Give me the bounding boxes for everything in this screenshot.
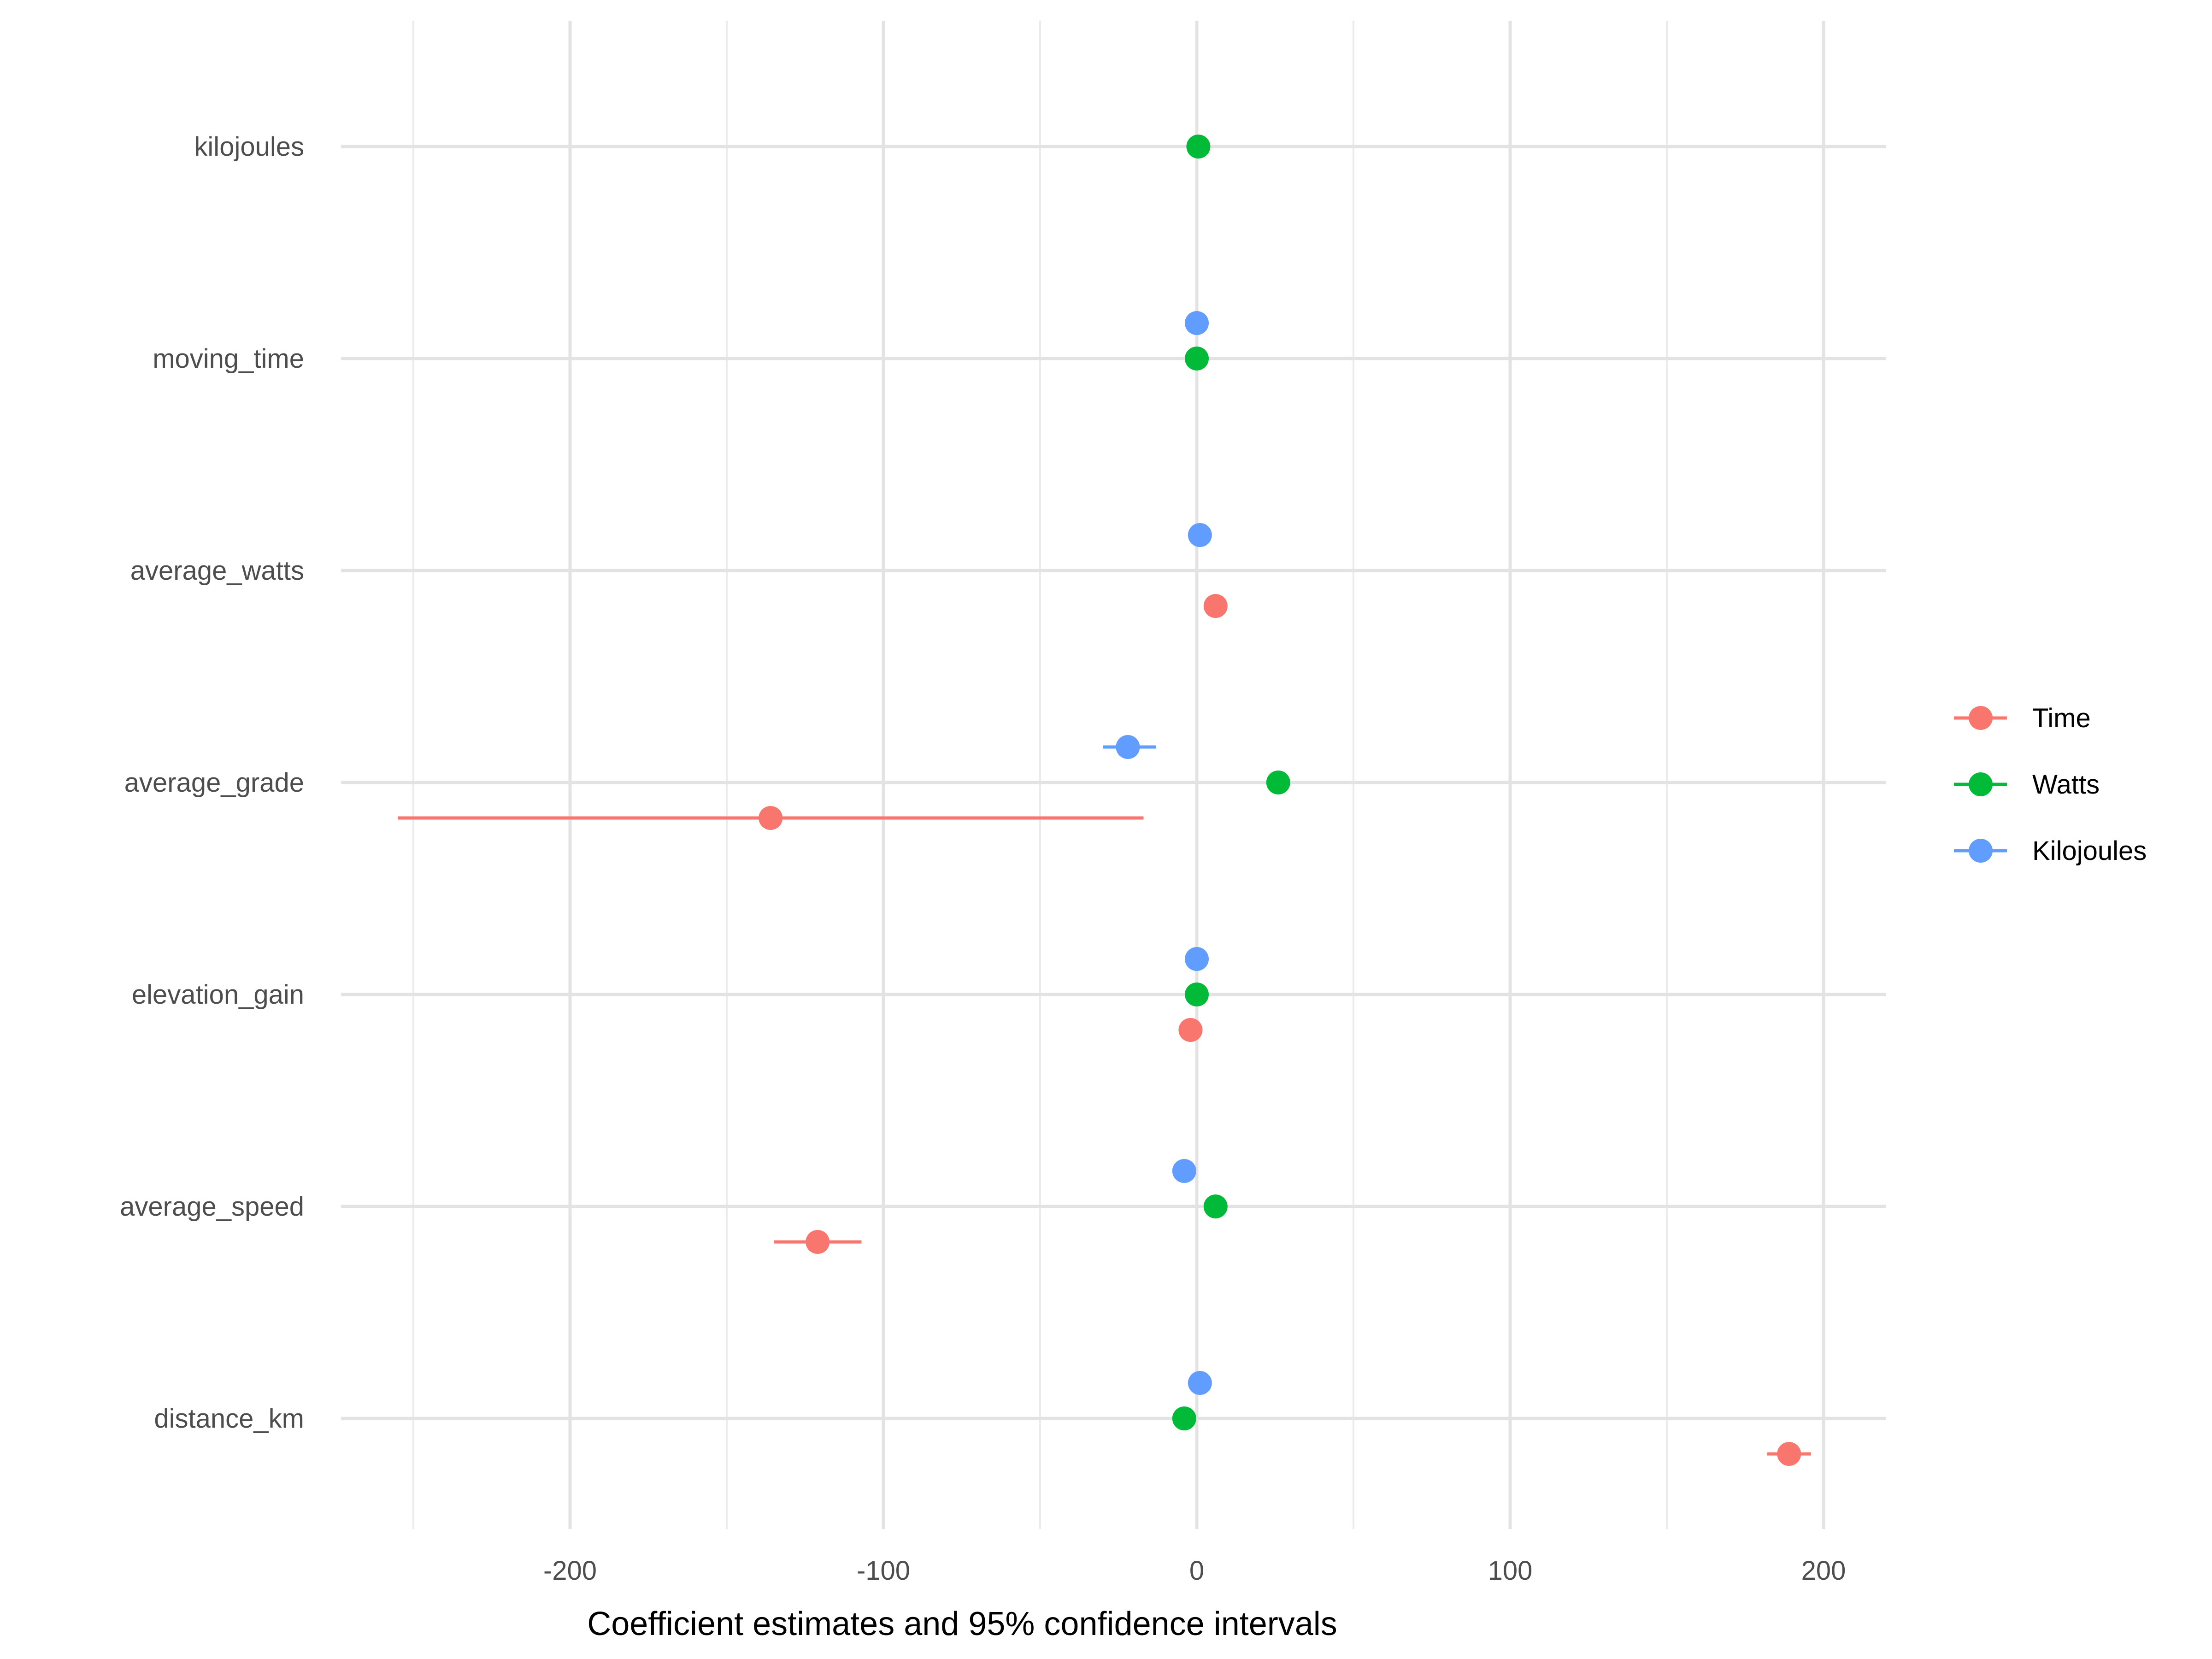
x-tick-label: -200 <box>543 1556 597 1586</box>
y-tick-label: average_speed <box>120 1192 304 1222</box>
legend-key-point <box>1969 772 1993 796</box>
minor-gridlines <box>412 21 1668 1529</box>
point-estimate <box>1186 135 1211 159</box>
point-estimate <box>1116 735 1140 759</box>
legend: Time Watts Kilojoules <box>1954 703 2147 866</box>
point-estimate <box>1172 1406 1196 1430</box>
point-estimate <box>1185 982 1209 1006</box>
x-axis-tick-labels: -200 -100 0 100 200 <box>543 1556 1846 1586</box>
x-tick-label: -100 <box>857 1556 910 1586</box>
major-x-gridlines <box>568 21 1825 1529</box>
x-axis-title: Coefficient estimates and 95% confidence… <box>587 1606 1337 1642</box>
y-tick-label: moving_time <box>153 344 304 374</box>
legend-label: Kilojoules <box>2032 836 2147 866</box>
point-estimate <box>1266 771 1290 794</box>
legend-label: Watts <box>2032 770 2100 800</box>
point-estimate <box>1203 594 1228 618</box>
y-tick-label: distance_km <box>154 1404 304 1434</box>
x-tick-label: 100 <box>1488 1556 1533 1586</box>
y-tick-label: average_grade <box>124 768 304 798</box>
major-y-gridlines <box>341 145 1886 1420</box>
y-tick-label: average_watts <box>130 556 304 586</box>
y-tick-label: kilojoules <box>194 132 304 162</box>
legend-key-point <box>1969 706 1993 730</box>
point-estimate <box>1185 311 1209 335</box>
x-tick-label: 0 <box>1189 1556 1204 1586</box>
point-estimate <box>1188 1371 1212 1395</box>
y-axis-tick-labels: distance_km average_speed elevation_gain av… <box>120 132 304 1434</box>
coefficient-marks <box>398 135 1811 1466</box>
legend-label: Time <box>2032 703 2091 733</box>
x-tick-label: 200 <box>1801 1556 1846 1586</box>
point-estimate <box>806 1230 830 1254</box>
point-estimate <box>1188 523 1212 547</box>
legend-key-point <box>1969 839 1993 863</box>
point-estimate <box>1172 1159 1196 1183</box>
point-estimate <box>1185 347 1209 371</box>
point-estimate <box>1178 1018 1203 1042</box>
point-estimate <box>1185 947 1209 971</box>
point-estimate <box>759 806 783 830</box>
point-estimate <box>1203 1194 1228 1218</box>
y-tick-label: elevation_gain <box>132 980 304 1010</box>
point-estimate <box>1777 1442 1801 1466</box>
